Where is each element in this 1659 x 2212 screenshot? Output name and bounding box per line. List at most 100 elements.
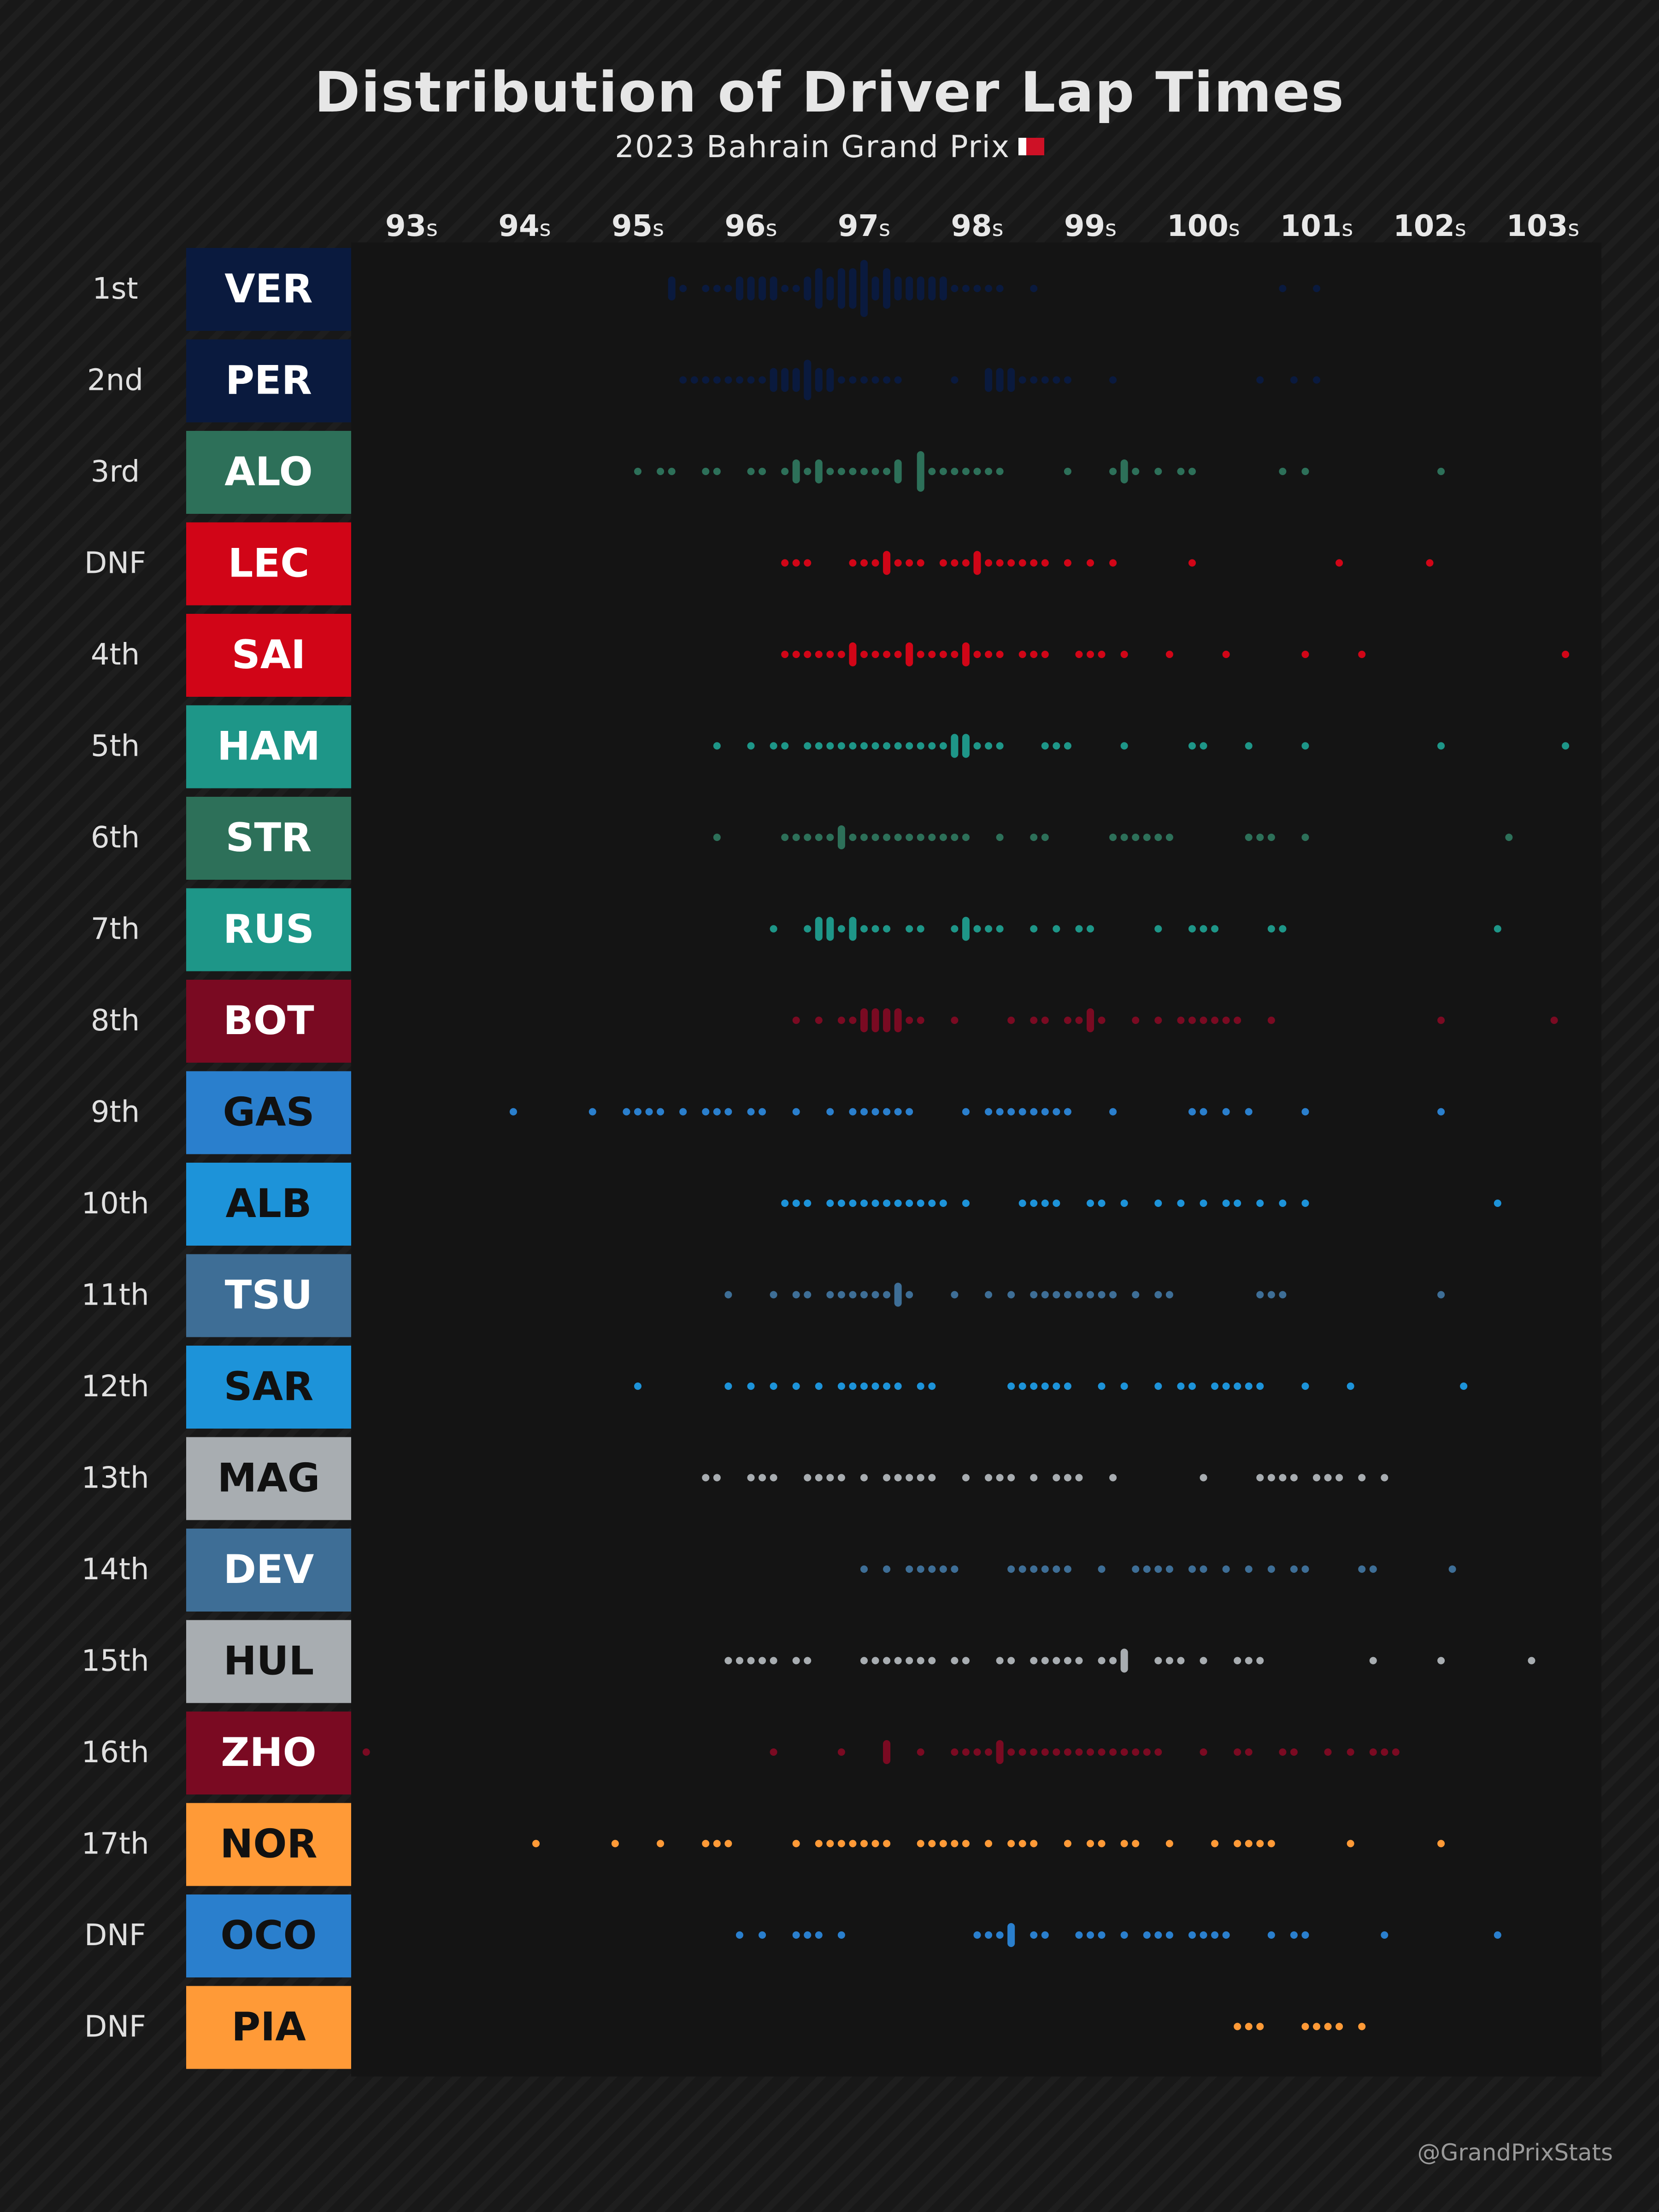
lap-point [928,834,936,841]
lap-point [837,1291,845,1299]
lap-point [792,285,800,292]
lap-point [1064,1474,1071,1482]
lap-point [804,1657,812,1665]
lap-point [1301,1565,1309,1573]
lap-point [634,1382,641,1390]
lap-point [1098,1565,1106,1573]
lap-point [837,1382,845,1390]
lap-point [770,742,777,750]
lap-point [860,1474,868,1482]
lap-point [894,1108,902,1116]
lap-point [1120,651,1128,658]
lap-point [1188,925,1196,933]
lap-point [1165,651,1173,658]
lap-point [792,1017,800,1024]
lap-point [1437,742,1445,750]
lap-point [1087,1291,1094,1299]
lap-point [815,1017,823,1024]
lap-point [815,1474,823,1482]
lap-point [1245,1108,1253,1116]
lap-point [1448,1565,1456,1573]
driver-badge [186,1620,351,1703]
position-label: 1st [92,272,138,306]
lap-point [702,1474,710,1482]
lap-point [1030,285,1038,292]
lap-point [1562,651,1570,658]
lap-point [724,376,732,384]
lap-point [1358,1565,1366,1573]
lap-point [1030,376,1038,384]
lap-point [1267,1931,1275,1939]
lap-point [917,1200,924,1207]
lap-point [826,276,834,300]
lap-point [837,1474,845,1482]
x-tick-label: 101s [1280,209,1353,243]
plot-area [351,242,1601,2077]
lap-point [1188,1931,1196,1939]
lap-point [1222,1565,1230,1573]
lap-point [1064,468,1071,475]
lap-time-swarm-chart: 93s 94s 95s 96s 97s 98s 99s 100s 101s 102s 103s 1st… [81,209,1601,2077]
lap-point [1018,1200,1026,1207]
lap-point [951,925,959,933]
driver-code: RUS [223,906,314,953]
lap-point [837,1748,845,1756]
lap-point [860,1382,868,1390]
lap-point [1222,651,1230,658]
lap-point [1064,376,1071,384]
lap-point [1053,1382,1060,1390]
lap-point [996,285,1004,292]
lap-point [804,925,812,933]
lap-point [1030,1200,1038,1207]
lap-point [804,1474,812,1482]
lap-point [747,276,755,300]
lap-point [1053,742,1060,750]
lap-point [1324,1748,1332,1756]
lap-point [860,376,868,384]
lap-point [883,742,891,750]
lap-point [713,285,721,292]
lap-point [1313,1474,1320,1482]
lap-point [713,1840,721,1847]
lap-point [837,1931,845,1939]
lap-point [1075,1017,1083,1024]
lap-point [1290,376,1298,384]
lap-point [657,1108,665,1116]
lap-point [1200,1474,1207,1482]
driver-code: HUL [224,1638,314,1684]
lap-point [860,1008,868,1032]
lap-point [1018,376,1026,384]
lap-point [917,1565,924,1573]
bahrain-flag-icon [1018,138,1044,155]
lap-point [962,642,970,666]
position-label: 11th [81,1278,149,1312]
lap-point [724,285,732,292]
lap-point [906,559,913,567]
lap-point [1018,1108,1026,1116]
lap-point [702,1108,710,1116]
lap-point [883,1108,891,1116]
position-label: DNF [84,547,146,581]
lap-point [985,559,993,567]
lap-point [871,925,879,933]
lap-point [1030,1017,1038,1024]
lap-point [1041,559,1049,567]
lap-point [917,651,924,658]
lap-point [996,1474,1004,1482]
lap-point [939,1200,947,1207]
lap-point [792,1931,800,1939]
lap-point [1381,1931,1388,1939]
lap-point [837,1017,845,1024]
lap-point [1200,1200,1207,1207]
lap-point [1120,1931,1128,1939]
lap-point [770,1657,777,1665]
lap-point [1381,1748,1388,1756]
lap-point [962,1200,970,1207]
lap-point [996,1740,1004,1764]
lap-point [917,559,924,567]
lap-point [1075,925,1083,933]
lap-point [804,559,812,567]
driver-code: PER [225,358,312,404]
lap-point [1301,2023,1309,2030]
lap-point [1211,925,1219,933]
